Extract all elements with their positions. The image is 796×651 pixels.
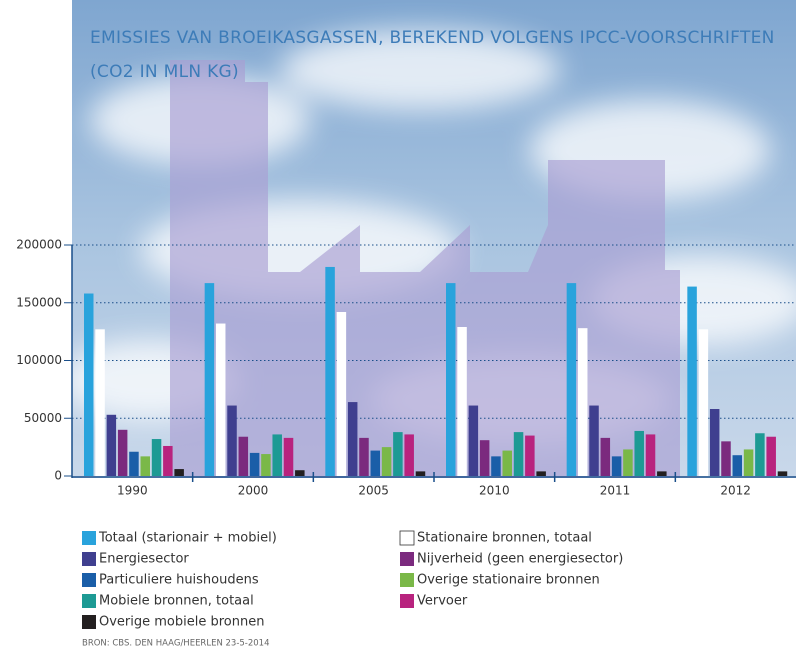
y-tick-label: 0	[54, 469, 62, 483]
bar	[623, 449, 633, 476]
y-tick-label: 200000	[16, 238, 62, 252]
y-tick-label: 150000	[16, 295, 62, 309]
source: BRON: CBS. DEN HAAG/HEERLEN 23-5-2014	[82, 639, 270, 649]
bar	[611, 456, 622, 476]
legend-swatch	[400, 573, 414, 587]
legend-swatch	[399, 530, 415, 546]
legend-swatch	[82, 531, 96, 545]
bar	[513, 432, 524, 476]
bar	[479, 440, 490, 476]
bar	[446, 283, 456, 476]
bar	[491, 456, 501, 476]
bar	[645, 434, 656, 476]
legend-label: Totaal (starionair + mobiel)	[98, 531, 277, 546]
bar	[566, 283, 577, 476]
bar	[261, 454, 271, 476]
legend-label: Nijverheid (geen energiesector)	[417, 552, 623, 567]
chart-title: EMISSIES VAN BROEIKASGASSEN, BEREKEND VO…	[90, 28, 775, 48]
bar	[732, 455, 743, 476]
x-tick-label: 2005	[358, 484, 389, 498]
bar	[84, 293, 94, 476]
bar	[457, 327, 467, 476]
bar	[215, 323, 226, 476]
bar	[95, 329, 105, 476]
legend-swatch	[400, 594, 414, 608]
bar	[163, 445, 173, 476]
bar	[721, 441, 731, 476]
bar	[687, 286, 697, 476]
legend-swatch	[82, 594, 96, 608]
bar	[249, 452, 260, 476]
chart-subtitle: (CO2 IN MLN KG)	[90, 62, 239, 82]
legend-label: Vervoer	[417, 594, 468, 609]
bar	[347, 402, 358, 476]
bar	[777, 471, 788, 476]
bar	[325, 266, 335, 476]
bar	[698, 329, 709, 476]
bar	[283, 437, 294, 476]
bar	[370, 450, 381, 476]
bar	[140, 456, 150, 476]
bar	[525, 435, 535, 476]
bar	[129, 451, 139, 476]
bar	[657, 471, 667, 476]
bar	[502, 450, 512, 476]
bar	[106, 414, 117, 476]
bar	[238, 436, 249, 476]
y-tick-label: 50000	[24, 411, 62, 425]
background	[60, 0, 796, 478]
bar	[709, 409, 720, 476]
legend-swatch	[82, 552, 96, 566]
bar	[589, 405, 599, 476]
bar	[393, 432, 403, 476]
legend-swatch	[82, 615, 96, 629]
bar	[381, 447, 392, 476]
bar	[151, 439, 162, 476]
bar	[536, 471, 546, 476]
bar	[117, 429, 128, 476]
bar	[577, 328, 588, 476]
legend-label: Particuliere huishoudens	[99, 573, 259, 588]
bar	[634, 430, 644, 476]
bar	[295, 470, 305, 476]
x-tick-label: 2011	[600, 484, 631, 498]
x-tick-label: 2000	[238, 484, 269, 498]
bar	[227, 405, 237, 476]
legend-swatch	[82, 573, 96, 587]
x-tick-label: 1990	[117, 484, 148, 498]
y-tick-label: 100000	[16, 353, 62, 367]
bar	[272, 434, 282, 476]
bar	[600, 437, 611, 476]
bar	[404, 434, 414, 476]
x-tick-label: 2012	[720, 484, 751, 498]
legend-label: Overige mobiele bronnen	[99, 615, 264, 630]
bar	[766, 436, 776, 476]
bar	[359, 437, 369, 476]
legend-label: Overige stationaire bronnen	[417, 573, 600, 588]
bar	[174, 469, 184, 476]
bar	[755, 433, 765, 476]
legend-swatch	[400, 552, 414, 566]
bar	[468, 405, 479, 476]
legend-label: Mobiele bronnen, totaal	[99, 594, 254, 609]
x-tick-label: 2010	[479, 484, 510, 498]
bar	[336, 311, 347, 476]
bar	[743, 449, 754, 476]
bar	[204, 283, 215, 476]
legend-label: Stationaire bronnen, totaal	[417, 531, 592, 546]
bar	[415, 471, 426, 476]
legend-label: Energiesector	[99, 552, 189, 567]
